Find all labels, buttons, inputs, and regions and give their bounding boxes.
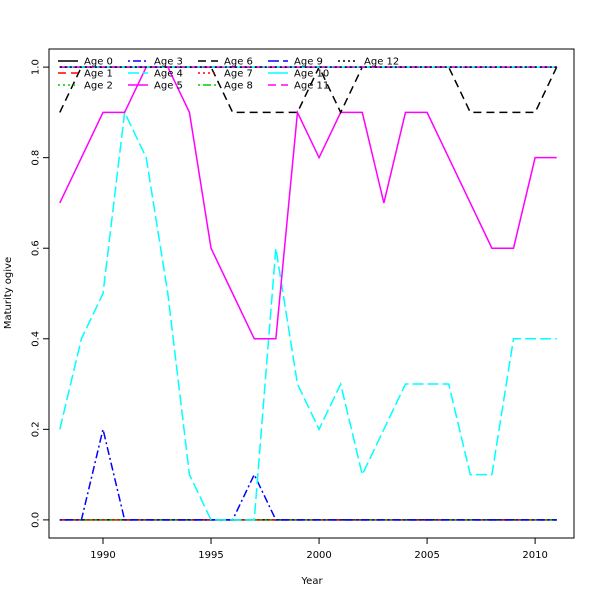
x-axis: 1990 1995 2000 2005 2010 [90, 538, 548, 561]
y-tick-label: 0.6 [31, 240, 42, 256]
x-tick-label: 1990 [90, 550, 115, 561]
series-layer [59, 65, 558, 521]
legend-label: Age 12 [364, 57, 399, 68]
y-tick-label: 0.8 [31, 150, 42, 166]
x-tick-label: 2000 [306, 550, 331, 561]
series-line-age-3 [59, 429, 557, 521]
legend-label: Age 7 [224, 69, 253, 80]
x-axis-title: Year [300, 576, 323, 587]
y-tick-label: 0.0 [31, 512, 42, 528]
y-tick-label: 0.4 [31, 331, 42, 347]
series-line-age-4 [59, 109, 557, 521]
legend-label: Age 10 [294, 69, 329, 80]
legend-label: Age 6 [224, 57, 253, 68]
y-tick-label: 0.2 [31, 421, 42, 437]
x-tick-label: 2005 [414, 550, 439, 561]
legend-label: Age 5 [154, 81, 183, 92]
x-tick-label: 2010 [522, 550, 547, 561]
legend-label: Age 1 [84, 69, 113, 80]
series-line-age-5 [59, 66, 557, 340]
y-axis: 0.0 0.2 0.4 0.6 0.8 1.0 [31, 59, 49, 528]
legend-label: Age 8 [224, 81, 253, 92]
y-tick-label: 1.0 [31, 59, 42, 75]
y-axis-title: Maturity ogive [3, 257, 14, 329]
legend-label: Age 4 [154, 69, 183, 80]
legend-label: Age 0 [84, 57, 113, 68]
x-tick-label: 1995 [198, 550, 223, 561]
legend-label: Age 3 [154, 57, 183, 68]
plot-area-border [48, 48, 575, 539]
legend-label: Age 2 [84, 81, 113, 92]
legend-label: Age 9 [294, 57, 323, 68]
legend-label: Age 11 [294, 81, 329, 92]
